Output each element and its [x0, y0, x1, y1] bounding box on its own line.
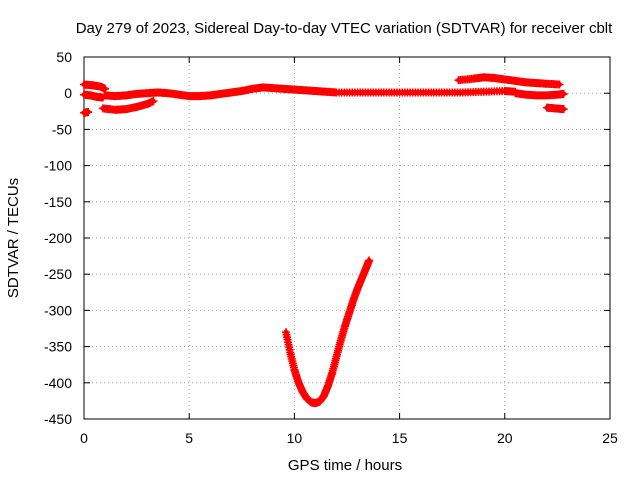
- plot-area: [80, 73, 568, 408]
- series-track-v: [281, 256, 374, 408]
- series-track-g: [542, 103, 568, 114]
- y-tick-label: -400: [44, 375, 72, 391]
- data-point: [559, 105, 568, 114]
- data-point: [149, 97, 158, 106]
- series-track-c: [98, 97, 158, 114]
- x-axis-label: GPS time / hours: [288, 457, 402, 474]
- grid-lines: [84, 57, 610, 419]
- series-track-e: [454, 73, 564, 89]
- x-tick-label: 25: [602, 430, 618, 446]
- x-tick-label: 20: [497, 430, 513, 446]
- y-tick-label: -350: [44, 339, 72, 355]
- y-tick-label: 50: [56, 49, 72, 65]
- series-track-a-start: [80, 80, 110, 93]
- chart-title: Day 279 of 2023, Sidereal Day-to-day VTE…: [76, 20, 613, 37]
- y-tick-label: -450: [44, 411, 72, 427]
- series-track-d: [101, 83, 520, 101]
- y-axis-label: SDTVAR / TECUs: [5, 178, 22, 298]
- y-tick-label: -200: [44, 230, 72, 246]
- y-tick-label: -300: [44, 302, 72, 318]
- data-point: [559, 89, 568, 98]
- x-axis-ticks: 0 5 10 15 20 25: [80, 57, 618, 446]
- y-tick-label: -250: [44, 266, 72, 282]
- data-point: [84, 108, 93, 117]
- plot-frame: [83, 56, 611, 420]
- y-tick-label: -150: [44, 194, 72, 210]
- y-tick-label: 0: [64, 85, 72, 101]
- y-tick-label: -100: [44, 158, 72, 174]
- series-track-a-start-low: [80, 90, 107, 102]
- data-point: [365, 256, 374, 265]
- series-track-f: [511, 89, 568, 100]
- series-track-b: [80, 108, 93, 117]
- x-tick-label: 15: [392, 430, 408, 446]
- x-tick-label: 5: [185, 430, 193, 446]
- y-tick-label: -50: [52, 121, 72, 137]
- x-tick-label: 10: [287, 430, 303, 446]
- x-tick-label: 0: [80, 430, 88, 446]
- data-point: [555, 80, 564, 89]
- y-axis-ticks: 50 0 -50 -100 -150 -200 -250 -300 -350 -400 -450: [44, 49, 610, 427]
